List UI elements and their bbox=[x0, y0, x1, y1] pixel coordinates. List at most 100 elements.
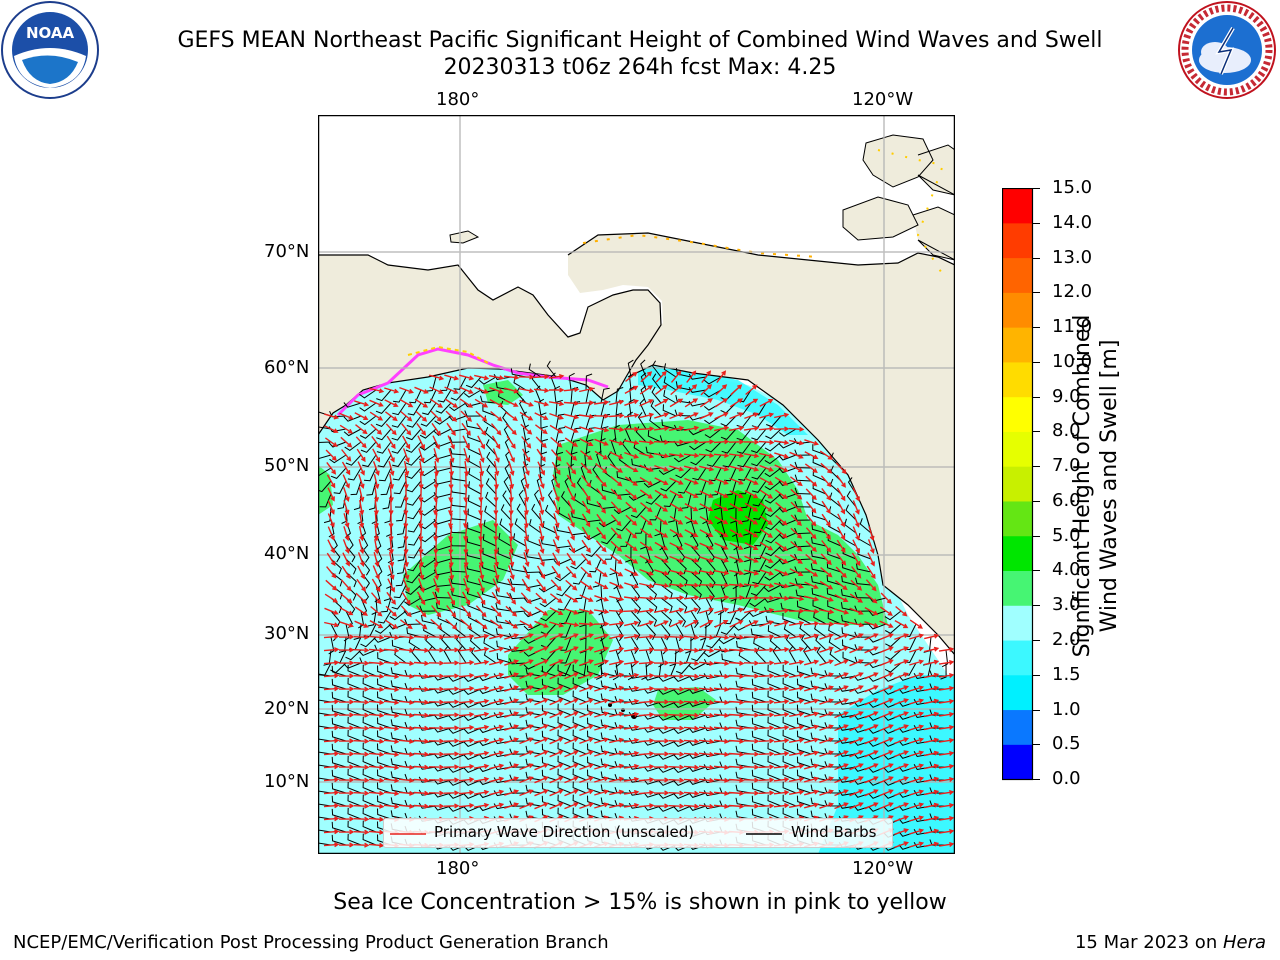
wave-direction-arrow bbox=[698, 595, 715, 601]
wave-direction-arrow bbox=[549, 672, 564, 680]
wave-direction-arrow bbox=[653, 634, 670, 640]
wave-direction-arrow bbox=[759, 399, 774, 407]
wave-direction-arrow bbox=[714, 490, 729, 498]
wave-direction-arrow bbox=[821, 500, 831, 515]
wave-direction-arrow bbox=[356, 578, 366, 592]
wave-direction-arrow bbox=[669, 490, 684, 498]
wind-barb bbox=[542, 520, 557, 534]
wind-barb bbox=[663, 390, 677, 404]
wave-direction-arrow bbox=[489, 659, 505, 666]
wave-direction-arrow bbox=[774, 489, 788, 500]
wave-direction-arrow bbox=[443, 777, 460, 783]
wind-barb bbox=[600, 667, 617, 677]
wave-direction-arrow bbox=[429, 374, 445, 381]
wave-direction-arrow bbox=[909, 698, 925, 705]
wind-barb bbox=[347, 677, 362, 690]
wave-direction-arrow bbox=[519, 399, 534, 407]
wave-direction-arrow bbox=[521, 578, 531, 593]
wave-direction-arrow bbox=[494, 551, 500, 568]
wind-barb bbox=[846, 490, 857, 508]
wind-barb bbox=[418, 724, 437, 731]
wind-barb bbox=[318, 426, 332, 430]
wave-direction-arrow bbox=[759, 620, 774, 628]
wind-barb bbox=[449, 526, 467, 534]
wind-barb bbox=[347, 807, 362, 820]
wave-direction-arrow bbox=[909, 659, 925, 666]
wave-direction-arrow bbox=[448, 499, 454, 516]
wave-direction-arrow bbox=[578, 621, 595, 627]
wave-direction-arrow bbox=[683, 790, 700, 796]
wind-barb bbox=[518, 489, 527, 508]
wave-direction-arrow bbox=[820, 553, 832, 566]
wind-barb bbox=[673, 727, 692, 734]
wind-barb bbox=[613, 424, 620, 443]
wave-direction-arrow bbox=[473, 802, 490, 808]
wave-direction-arrow bbox=[493, 565, 500, 581]
wave-direction-arrow bbox=[773, 803, 790, 809]
wind-barb bbox=[688, 400, 707, 407]
wind-barb bbox=[750, 584, 767, 596]
wave-direction-arrow bbox=[519, 763, 534, 771]
wave-direction-arrow bbox=[836, 487, 846, 502]
wave-direction-arrow bbox=[638, 673, 655, 679]
wind-barb bbox=[703, 751, 722, 758]
wave-direction-arrow bbox=[849, 607, 864, 615]
map-panel bbox=[318, 115, 955, 854]
wave-direction-arrow bbox=[489, 619, 503, 629]
wind-barb bbox=[509, 578, 527, 586]
wave-direction-arrow bbox=[669, 607, 685, 614]
footer-branch: NCEP/EMC/Verification Post Processing Pr… bbox=[13, 932, 609, 953]
wave-direction-arrow bbox=[609, 659, 625, 666]
wave-direction-arrow bbox=[389, 473, 395, 490]
wave-direction-arrow bbox=[743, 453, 760, 459]
wave-direction-arrow bbox=[443, 712, 460, 718]
wind-barb bbox=[600, 732, 617, 742]
wave-direction-arrow bbox=[504, 789, 520, 796]
wave-direction-arrow bbox=[924, 724, 940, 731]
wave-direction-arrow bbox=[728, 699, 745, 705]
wave-direction-arrow bbox=[549, 621, 565, 628]
wave-direction-arrow bbox=[623, 698, 640, 704]
wind-barb bbox=[525, 758, 542, 768]
noaa-logo: NOAA bbox=[1, 1, 99, 99]
wave-direction-arrow bbox=[610, 540, 623, 552]
wave-direction-arrow bbox=[743, 764, 760, 770]
wind-barb bbox=[840, 602, 857, 612]
wave-direction-arrow bbox=[654, 489, 669, 499]
wave-direction-arrow bbox=[534, 802, 549, 810]
wave-direction-arrow bbox=[578, 414, 595, 420]
wind-barb bbox=[541, 769, 557, 781]
wind-barb bbox=[811, 523, 827, 534]
wave-direction-arrow bbox=[461, 605, 472, 618]
wind-barb bbox=[678, 480, 692, 494]
wind-barb bbox=[528, 363, 542, 378]
wave-direction-arrow bbox=[504, 633, 520, 640]
wave-direction-arrow bbox=[852, 513, 860, 528]
wave-direction-arrow bbox=[519, 646, 534, 654]
wave-direction-arrow bbox=[924, 659, 940, 666]
wind-barb bbox=[525, 784, 542, 794]
wind-barb bbox=[359, 415, 377, 426]
wave-direction-arrow bbox=[508, 552, 515, 568]
wave-direction-arrow bbox=[563, 400, 580, 406]
wind-barb bbox=[755, 647, 767, 664]
wave-direction-arrow bbox=[369, 619, 384, 629]
wave-direction-arrow bbox=[459, 386, 474, 394]
wind-barb bbox=[427, 646, 437, 664]
wave-direction-arrow bbox=[653, 751, 670, 757]
wind-barb bbox=[434, 591, 452, 599]
wind-barb bbox=[331, 704, 347, 716]
colorbar-label: Significant Height of Combined Wind Wave… bbox=[1069, 276, 1129, 696]
wave-direction-arrow bbox=[894, 659, 909, 667]
wave-direction-arrow bbox=[774, 541, 788, 551]
wave-direction-arrow bbox=[448, 486, 454, 503]
wind-barb bbox=[751, 704, 767, 716]
wave-direction-arrow bbox=[865, 579, 877, 592]
wind-barb bbox=[703, 803, 722, 810]
wind-barb bbox=[509, 658, 527, 665]
wave-direction-arrow bbox=[683, 699, 700, 705]
wind-barb bbox=[495, 628, 512, 638]
wave-direction-arrow bbox=[879, 646, 894, 654]
wave-direction-arrow bbox=[413, 634, 430, 640]
wave-direction-arrow bbox=[654, 541, 669, 551]
